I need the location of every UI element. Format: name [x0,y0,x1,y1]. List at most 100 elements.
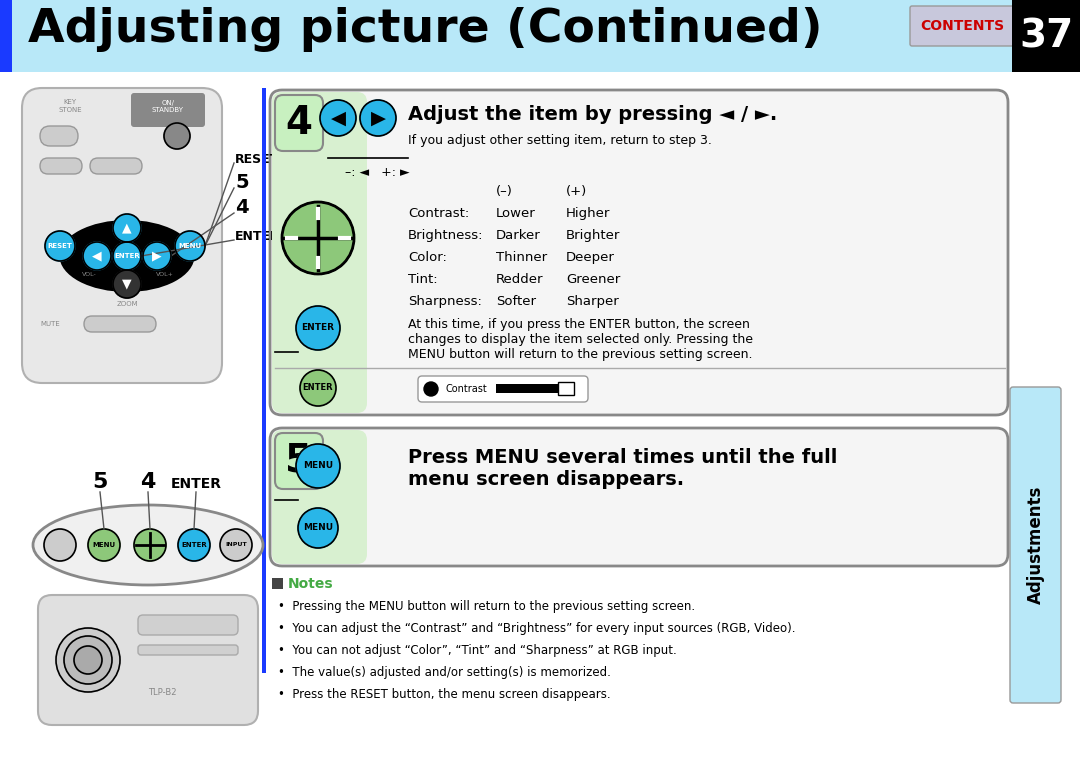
Text: Contrast: Contrast [445,384,487,394]
Circle shape [83,242,111,270]
Text: ▲: ▲ [122,222,132,235]
FancyBboxPatch shape [272,430,367,564]
Bar [558,382,573,395]
FancyBboxPatch shape [275,95,323,151]
FancyBboxPatch shape [22,88,222,383]
Text: ENTER: ENTER [171,477,221,491]
Text: RGB: RGB [52,161,70,170]
Text: MENU: MENU [178,243,202,249]
Text: RESET: RESET [235,153,280,166]
Text: MENU: MENU [302,461,333,471]
Text: ◀: ◀ [330,108,346,128]
Text: 4: 4 [235,198,248,217]
Text: ENTER: ENTER [235,230,281,243]
Text: Press MENU several times until the full
menu screen disappears.: Press MENU several times until the full … [408,448,837,489]
Text: (–): (–) [496,185,513,198]
Text: 4: 4 [140,472,156,492]
FancyBboxPatch shape [910,6,1014,46]
Bar [496,384,558,393]
Bar [0,0,12,72]
Circle shape [175,231,205,261]
Text: Sharper: Sharper [566,295,619,308]
Text: Redder: Redder [496,273,543,286]
Text: CONTENTS: CONTENTS [920,19,1004,33]
Text: –: – [102,316,107,326]
Text: RESET: RESET [48,243,72,249]
Text: ◀: ◀ [92,250,102,263]
Text: ▶: ▶ [152,250,162,263]
Text: +: + [135,316,145,326]
Circle shape [113,214,141,242]
Circle shape [64,636,112,684]
Text: Adjusting picture (Continued): Adjusting picture (Continued) [28,7,823,52]
FancyBboxPatch shape [418,376,588,402]
Ellipse shape [33,505,264,585]
Text: MENU: MENU [302,523,333,533]
Text: VOL+: VOL+ [157,272,174,277]
FancyBboxPatch shape [270,428,1008,566]
Text: Notes: Notes [288,577,334,591]
Text: ENTER: ENTER [301,323,335,332]
Text: 5: 5 [92,472,108,492]
Circle shape [56,628,120,692]
Circle shape [134,529,166,561]
FancyBboxPatch shape [40,158,82,174]
Circle shape [296,444,340,488]
FancyBboxPatch shape [40,126,78,146]
Text: Brighter: Brighter [566,229,620,242]
FancyBboxPatch shape [272,92,367,413]
Text: 5: 5 [235,173,248,192]
Circle shape [113,270,141,298]
Circle shape [44,529,76,561]
Circle shape [143,242,171,270]
Text: If you adjust other setting item, return to step 3.: If you adjust other setting item, return… [408,134,712,147]
Text: Tint:: Tint: [408,273,437,286]
Text: Higher: Higher [566,207,610,220]
Text: TLP-B2: TLP-B2 [148,688,176,697]
FancyBboxPatch shape [84,316,156,332]
FancyBboxPatch shape [138,645,238,655]
Ellipse shape [59,220,194,292]
Circle shape [296,306,340,350]
FancyBboxPatch shape [270,90,1008,415]
Bar [262,88,266,673]
Text: VIDEO: VIDEO [103,161,130,170]
Text: Darker: Darker [496,229,541,242]
FancyBboxPatch shape [131,93,205,127]
Text: Color:: Color: [408,251,447,264]
Circle shape [300,370,336,406]
Text: FREEZE: FREEZE [45,133,72,139]
Text: •  Press the RESET button, the menu screen disappears.: • Press the RESET button, the menu scree… [278,688,610,701]
Text: At this time, if you press the ENTER button, the screen
changes to display the i: At this time, if you press the ENTER but… [408,318,753,361]
Bar [1012,0,1080,72]
Text: •  You can not adjust “Color”, “Tint” and “Sharpness” at RGB input.: • You can not adjust “Color”, “Tint” and… [278,644,677,657]
Circle shape [220,529,252,561]
Circle shape [164,123,190,149]
Text: ENTER: ENTER [181,542,207,548]
Text: Sharpness:: Sharpness: [408,295,482,308]
Text: Greener: Greener [566,273,620,286]
Text: Lower: Lower [496,207,536,220]
Circle shape [45,231,75,261]
Circle shape [75,646,102,674]
Circle shape [113,242,141,270]
Text: VOL-: VOL- [82,272,96,277]
Text: Thinner: Thinner [496,251,548,264]
Text: MUTE: MUTE [40,321,59,327]
Text: ZOOM: ZOOM [117,301,138,307]
Circle shape [320,100,356,136]
FancyBboxPatch shape [275,433,323,489]
Text: •  The value(s) adjusted and/or setting(s) is memorized.: • The value(s) adjusted and/or setting(s… [278,666,611,679]
Text: (+): (+) [566,185,588,198]
Circle shape [298,508,338,548]
Text: 4: 4 [285,104,312,142]
Circle shape [424,382,438,396]
Text: ▼: ▼ [122,277,132,290]
FancyBboxPatch shape [138,615,238,635]
Circle shape [87,529,120,561]
Text: –: ◄   +: ►: –: ◄ +: ► [345,166,409,179]
Text: ENTER: ENTER [114,253,140,259]
Text: ON/
STANDBY: ON/ STANDBY [152,99,184,112]
Circle shape [360,100,396,136]
FancyBboxPatch shape [90,158,141,174]
